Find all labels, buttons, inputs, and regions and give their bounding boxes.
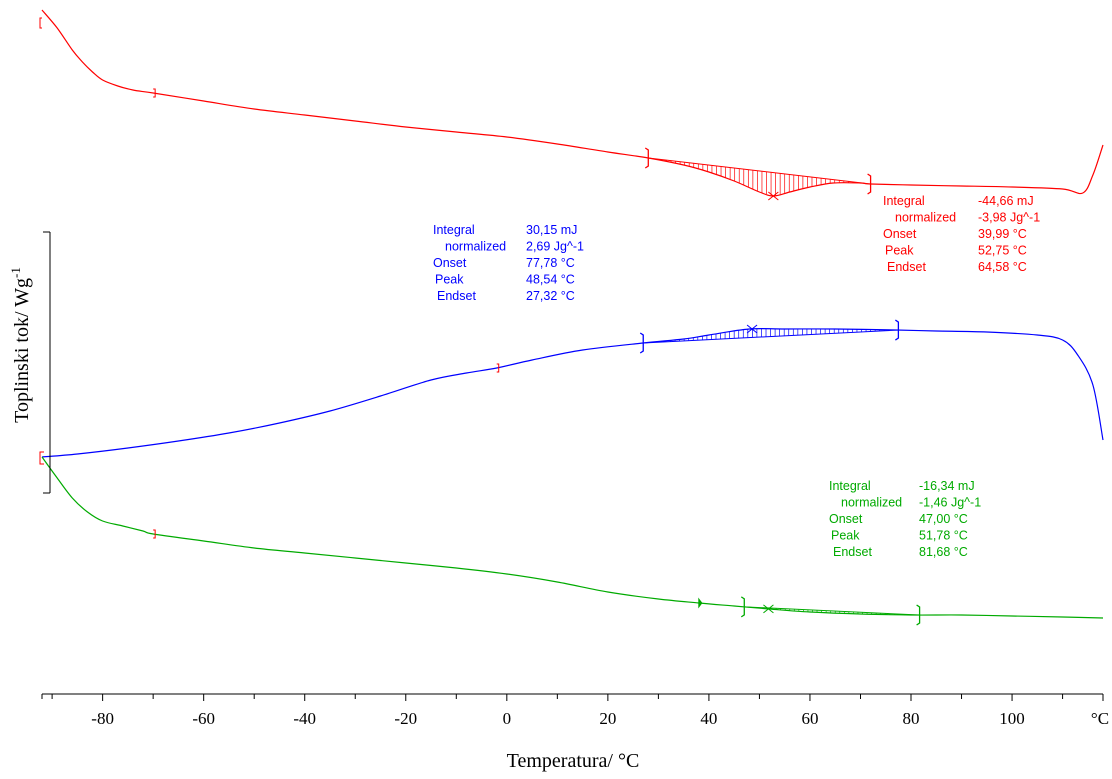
- peak-annotation-label-green: normalized: [841, 496, 902, 510]
- endset-marker-red: [867, 173, 872, 195]
- x-axis-unit-label: °C: [1091, 709, 1109, 728]
- x-tick-label: -40: [293, 709, 316, 728]
- endset-marker-blue: [895, 319, 900, 341]
- x-axis-title: Temperatura/ °C: [507, 750, 640, 772]
- range-start-marker-green: [698, 597, 703, 609]
- peak-annotation-value-blue: 2,69 Jg^-1: [526, 240, 584, 254]
- series-line-red: [41, 9, 1104, 197]
- peak-annotation-label-red: normalized: [895, 211, 956, 225]
- x-tick-label: 100: [999, 709, 1025, 728]
- peak-annotation-label-red: Peak: [885, 244, 914, 258]
- y-axis-title-main: Toplinski tok/ Wg: [11, 278, 33, 423]
- x-tick-label: 20: [599, 709, 616, 728]
- series-line-green: [41, 456, 1104, 619]
- peak-cross-marker-green: [763, 604, 774, 614]
- peak-annotation-value-blue: 27,32 °C: [526, 289, 575, 303]
- peak-annotation-value-blue: 77,78 °C: [526, 256, 575, 270]
- peak-cross-marker-red: [768, 191, 779, 201]
- x-tick-label: 60: [801, 709, 818, 728]
- peak-baselines-layer: [643, 157, 920, 616]
- peak-annotation-value-red: -3,98 Jg^-1: [978, 211, 1040, 225]
- peak-annotation-label-green: Peak: [831, 529, 860, 543]
- peak-annotation-label-blue: Peak: [435, 273, 464, 287]
- peak-annotation-value-green: -1,46 Jg^-1: [919, 496, 981, 510]
- peak-annotation-label-green: Onset: [829, 512, 863, 526]
- x-tick-label: 0: [503, 709, 512, 728]
- peak-baseline-red: [648, 157, 871, 185]
- peak-annotation-label-blue: Onset: [433, 256, 467, 270]
- onset-marker-green: [740, 596, 745, 618]
- peak-annotation-value-red: 39,99 °C: [978, 227, 1027, 241]
- x-tick-label: -80: [91, 709, 114, 728]
- peak-annotation-value-green: -16,34 mJ: [919, 479, 975, 493]
- peak-baseline-green: [744, 606, 920, 616]
- peak-cross-marker-blue: [746, 324, 758, 334]
- peak-annotation-value-blue: 48,54 °C: [526, 273, 575, 287]
- y-scale-bar: [43, 231, 51, 494]
- y-axis-title: Toplinski tok/ Wg-1: [8, 267, 33, 423]
- x-tick-label: 80: [903, 709, 920, 728]
- top-start-bracket-marker: [39, 17, 42, 29]
- peak-annotation-value-red: 64,58 °C: [978, 260, 1027, 274]
- peak-annotation-value-blue: 30,15 mJ: [526, 223, 577, 237]
- series-layer: [41, 9, 1104, 619]
- peak-annotation-label-blue: Integral: [433, 223, 475, 237]
- peak-annotation-label-green: Endset: [833, 545, 872, 559]
- marker-layer: [39, 17, 921, 626]
- peak-baseline-blue: [643, 329, 899, 344]
- x-axis: -80 -60 -40 -20 0 20 40 60 80 100 °C: [41, 693, 1109, 728]
- endset-marker-green: [916, 604, 921, 626]
- range-bracket-marker: [153, 529, 156, 539]
- peak-hatching-layer: [647, 158, 918, 615]
- y-axis-title-sup: -1: [8, 267, 23, 278]
- x-tick-label: 40: [700, 709, 717, 728]
- peak-annotation-value-red: 52,75 °C: [978, 244, 1027, 258]
- series-line-blue: [41, 327, 1104, 458]
- start-bracket-marker: [39, 451, 44, 465]
- peak-annotation-value-green: 51,78 °C: [919, 529, 968, 543]
- onset-marker-blue: [639, 332, 644, 354]
- peak-annotation-value-green: 81,68 °C: [919, 545, 968, 559]
- annotation-layer: Integral -44,66 mJ normalized -3,98 Jg^-1 On…: [433, 194, 1040, 559]
- range-bracket-marker: [153, 88, 156, 98]
- peak-annotation-label-green: Integral: [829, 479, 871, 493]
- peak-annotation-label-blue: Endset: [437, 289, 476, 303]
- peak-annotation-value-green: 47,00 °C: [919, 512, 968, 526]
- onset-marker-red: [644, 147, 649, 169]
- peak-annotation-value-red: -44,66 mJ: [978, 194, 1034, 208]
- peak-annotation-label-red: Integral: [883, 194, 925, 208]
- x-tick-label: -20: [394, 709, 417, 728]
- peak-annotation-label-red: Endset: [887, 260, 926, 274]
- range-bracket-marker: [496, 363, 500, 373]
- peak-annotation-label-blue: normalized: [445, 240, 506, 254]
- x-tick-label: -60: [192, 709, 215, 728]
- peak-annotation-label-red: Onset: [883, 227, 917, 241]
